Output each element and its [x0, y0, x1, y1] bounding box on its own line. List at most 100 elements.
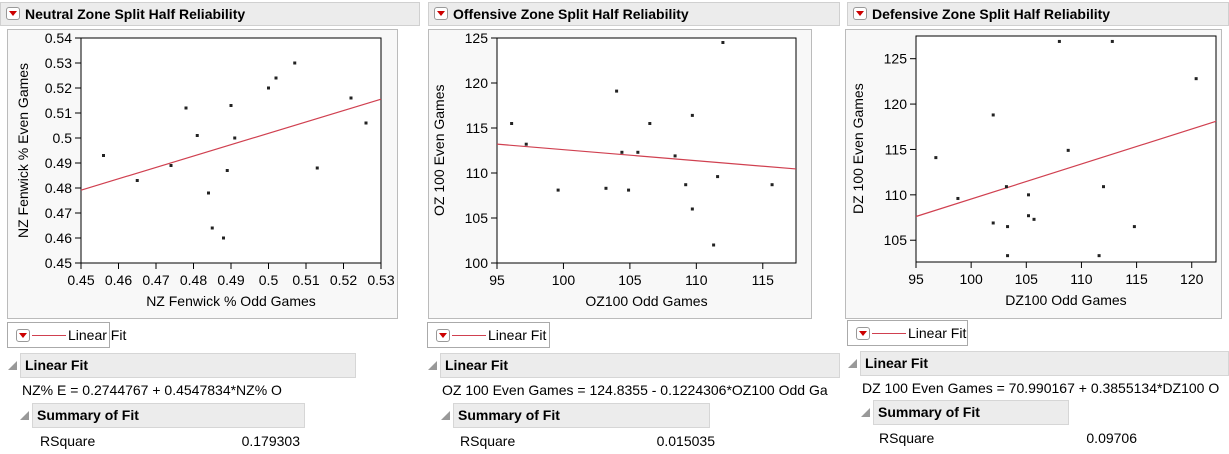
data-point — [716, 175, 720, 179]
data-point — [1006, 225, 1010, 229]
y-tick-label: 0.49 — [45, 155, 72, 171]
x-tick-label: 110 — [685, 272, 708, 288]
disclosure-icon[interactable] — [428, 361, 437, 370]
disclosure-icon[interactable] — [441, 411, 450, 420]
y-tick-label: 0.45 — [45, 255, 72, 271]
y-tick-label: 110 — [885, 187, 908, 203]
legend-line-swatch — [452, 335, 486, 336]
x-tick-label: 0.53 — [367, 272, 394, 288]
x-tick-label: 95 — [489, 272, 505, 288]
data-point — [673, 154, 677, 158]
data-point — [229, 104, 233, 107]
x-tick-label: 100 — [552, 272, 576, 288]
y-tick-label: 0.54 — [45, 30, 72, 46]
red-triangle-menu-icon[interactable] — [856, 327, 870, 340]
x-axis-label: OZ100 Odd Games — [585, 293, 707, 309]
y-tick-label: 125 — [884, 51, 908, 67]
plot-area — [496, 37, 797, 264]
data-point — [690, 113, 694, 117]
data-point — [991, 113, 995, 117]
linear-fit-header[interactable]: Linear Fit — [440, 353, 840, 378]
data-point — [991, 221, 995, 225]
y-tick-label: 105 — [884, 232, 908, 248]
linear-fit-header[interactable]: Linear Fit — [20, 353, 356, 378]
data-point — [770, 183, 774, 187]
data-point — [1110, 39, 1114, 43]
red-triangle-menu-icon[interactable] — [853, 7, 867, 20]
summary-of-fit-header[interactable]: Summary of Fit — [32, 403, 305, 428]
disclosure-icon[interactable] — [20, 411, 29, 420]
data-point — [1004, 185, 1008, 189]
red-triangle-menu-icon[interactable] — [434, 7, 448, 20]
legend[interactable]: Linear Fit — [847, 320, 968, 346]
data-point — [604, 186, 608, 190]
x-tick-label: 0.51 — [292, 272, 319, 288]
legend-label: Linear Fit — [68, 327, 127, 343]
y-tick-label: 120 — [465, 75, 489, 91]
data-point — [1057, 39, 1061, 43]
x-tick-label: 120 — [1180, 271, 1204, 287]
disclosure-icon[interactable] — [861, 408, 870, 417]
disclosure-icon[interactable] — [8, 361, 17, 370]
data-point — [207, 191, 210, 195]
x-tick-label: 95 — [908, 271, 924, 287]
y-tick-label: 0.48 — [45, 180, 72, 196]
panel-header[interactable]: Neutral Zone Split Half Reliability — [0, 2, 420, 26]
linear-fit-header[interactable]: Linear Fit — [860, 351, 1229, 376]
x-tick-label: 0.48 — [180, 272, 207, 288]
data-point — [222, 236, 225, 240]
legend[interactable]: Linear Fit — [7, 322, 126, 348]
legend[interactable]: Linear Fit — [427, 322, 550, 348]
rsquare-label: RSquare — [460, 433, 516, 449]
data-point — [524, 142, 528, 146]
panel-header[interactable]: Offensive Zone Split Half Reliability — [428, 2, 840, 26]
data-point — [627, 188, 631, 192]
plot-area — [915, 35, 1217, 263]
x-axis-label: DZ100 Odd Games — [1005, 292, 1126, 308]
rsquare-label: RSquare — [40, 433, 96, 449]
y-tick-label: 110 — [466, 165, 489, 181]
red-triangle-menu-icon[interactable] — [6, 7, 20, 20]
rsquare-value: 0.09706 — [1086, 430, 1137, 446]
data-point — [135, 179, 139, 182]
data-point — [184, 106, 188, 110]
x-tick-label: 0.49 — [217, 272, 244, 288]
data-point — [1027, 193, 1030, 197]
panel-title: Defensive Zone Split Half Reliability — [872, 6, 1111, 22]
legend-line-swatch — [872, 333, 906, 334]
x-tick-label: 100 — [959, 271, 983, 287]
data-point — [169, 164, 173, 167]
data-point — [102, 154, 105, 157]
x-tick-label: 115 — [752, 272, 775, 288]
panel-header[interactable]: Defensive Zone Split Half Reliability — [847, 2, 1229, 26]
y-tick-label: 115 — [466, 120, 489, 136]
data-point — [1194, 77, 1198, 81]
x-tick-label: 0.5 — [259, 272, 279, 288]
panel-title: Offensive Zone Split Half Reliability — [453, 6, 689, 22]
disclosure-icon[interactable] — [848, 359, 857, 368]
x-tick-label: 110 — [1070, 271, 1093, 287]
data-point — [364, 121, 368, 125]
summary-of-fit-header[interactable]: Summary of Fit — [873, 400, 1069, 425]
data-point — [1097, 254, 1101, 258]
data-point — [721, 41, 725, 44]
data-point — [615, 89, 619, 93]
data-point — [956, 196, 960, 200]
y-tick-label: 0.5 — [53, 130, 73, 146]
red-triangle-menu-icon[interactable] — [16, 329, 30, 342]
data-point — [1032, 217, 1036, 221]
red-triangle-menu-icon[interactable] — [436, 329, 450, 342]
data-point — [934, 156, 938, 160]
y-tick-label: 100 — [465, 255, 489, 271]
rsquare-value: 0.015035 — [656, 433, 715, 449]
x-tick-label: 105 — [1015, 271, 1039, 287]
data-point — [315, 166, 319, 170]
fit-equation: DZ 100 Even Games = 70.990167 + 0.385513… — [862, 380, 1220, 396]
x-tick-label: 0.52 — [330, 272, 357, 288]
data-point — [510, 122, 514, 125]
panel-title: Neutral Zone Split Half Reliability — [25, 6, 246, 22]
y-tick-label: 120 — [884, 96, 908, 112]
summary-of-fit-header[interactable]: Summary of Fit — [453, 403, 710, 428]
